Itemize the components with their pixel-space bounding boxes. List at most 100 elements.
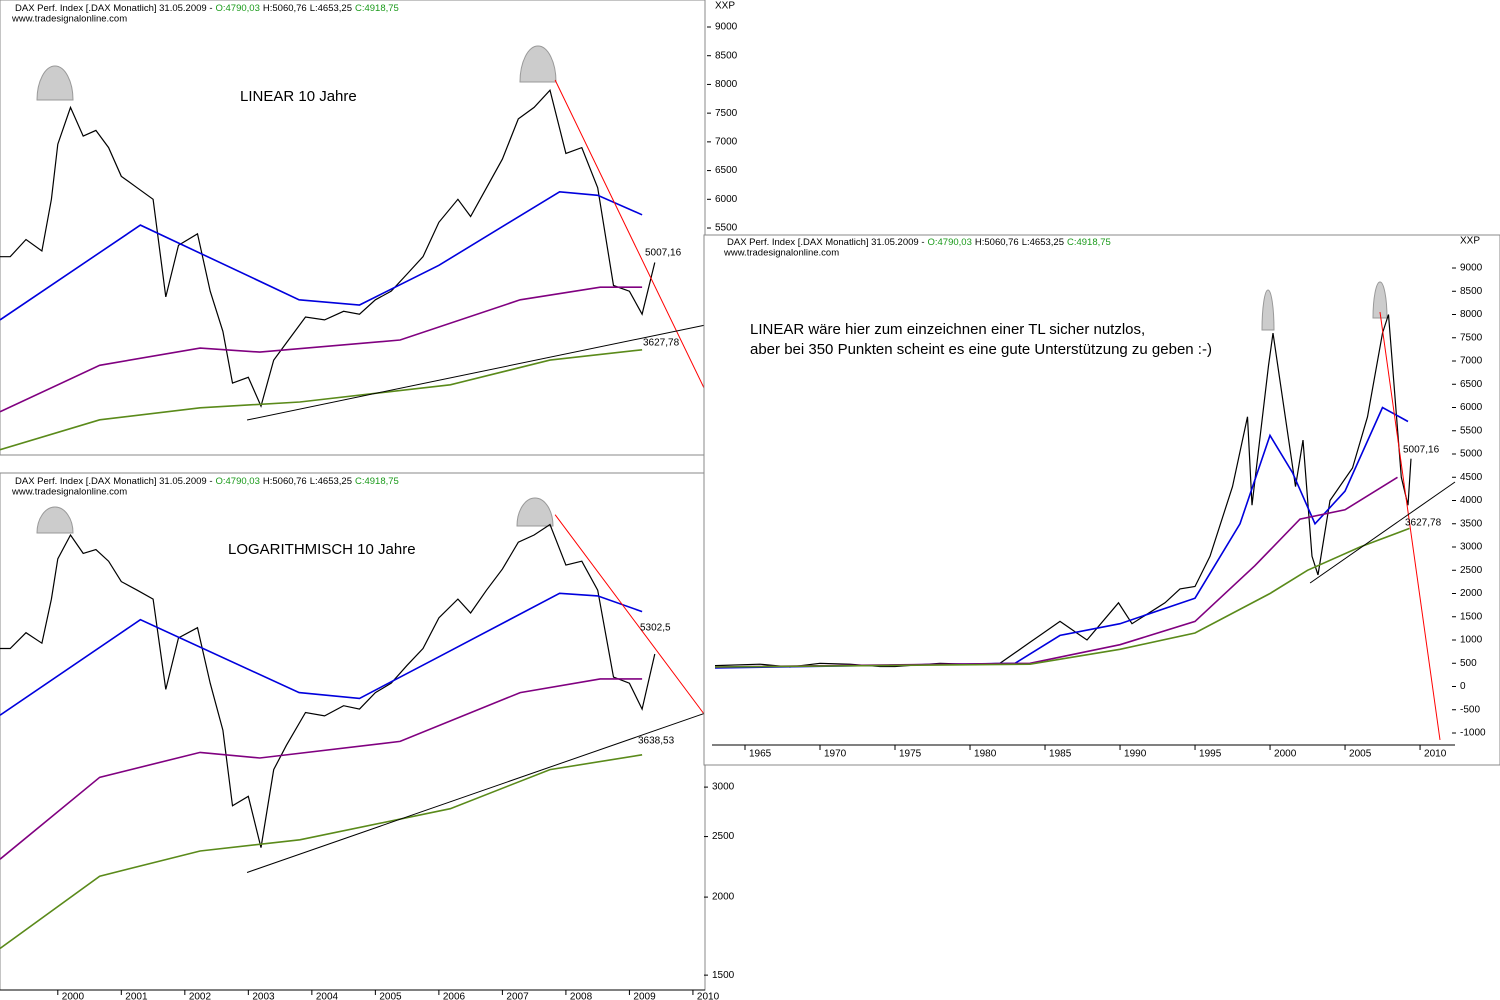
panel: [0, 0, 706, 456]
y-tick-label: 2500: [1460, 565, 1483, 576]
y-tick-label: 5000: [1460, 449, 1483, 460]
trend-line: [1379, 311, 1441, 741]
price-line: [714, 314, 1412, 668]
y-tick-label: 5500: [1460, 425, 1483, 436]
y-tick-label: 8500: [1460, 286, 1483, 297]
x-tick-label: 2007: [506, 992, 529, 1000]
x-tick-label: 2010: [1424, 749, 1447, 760]
trend-label: 3627,78: [643, 338, 680, 349]
price-line: [0, 286, 643, 413]
header-close: C:4918,75: [355, 3, 399, 14]
peak-markers: [36, 45, 557, 534]
panel: [703, 234, 1500, 766]
peak-marker: [516, 497, 554, 527]
y-tick-label: 1500: [712, 970, 735, 981]
y-tick-label: 1500: [1460, 611, 1483, 622]
price-line: [0, 88, 656, 408]
source: www.tradesignalonline.com: [11, 14, 127, 25]
header-open: O:4790,03: [216, 3, 260, 14]
y-tick-label: 6500: [715, 165, 738, 176]
y-axis-label: XXP: [1460, 236, 1480, 247]
peak-marker: [519, 45, 557, 83]
header-low: L:4653,25: [310, 3, 352, 14]
price-line: [0, 754, 643, 950]
y-tick-label: 8000: [715, 79, 738, 90]
price-line: [714, 527, 1410, 668]
trend-label: 5007,16: [1403, 445, 1440, 456]
peak-marker: [36, 506, 74, 534]
y-tick-label: -1000: [1460, 728, 1486, 739]
peak-marker: [36, 65, 74, 101]
y-tick-label: 6000: [1460, 402, 1483, 413]
y-tick-label: 3000: [1460, 542, 1483, 553]
x-tick-label: 1995: [1199, 749, 1222, 760]
x-tick-label: 1990: [1124, 749, 1147, 760]
y-tick-label: 3500: [1460, 518, 1483, 529]
source: www.tradesignalonline.com: [11, 487, 127, 498]
annotation: LOGARITHMISCH 10 Jahre: [228, 541, 416, 558]
y-tick-label: 8000: [1460, 309, 1483, 320]
x-tick-label: 2009: [633, 992, 656, 1000]
price-line: [714, 476, 1398, 668]
x-tick-label: 1975: [899, 749, 922, 760]
y-tick-label: 7000: [715, 137, 738, 148]
y-tick-label: 2000: [1460, 588, 1483, 599]
y-tick-label: 6500: [1460, 379, 1483, 390]
peak-marker: [1372, 281, 1388, 319]
x-tick-label: 2003: [252, 992, 275, 1000]
y-tick-label: 4000: [1460, 495, 1483, 506]
header-open: O:4790,03: [216, 476, 260, 487]
y-tick-label: 2000: [712, 892, 735, 903]
peak-marker: [1261, 289, 1275, 331]
header-close: C:4918,75: [1067, 237, 1111, 248]
panel: [0, 472, 706, 991]
y-tick-label: 500: [1460, 658, 1477, 669]
y-axis-label: XXP: [715, 1, 735, 12]
y-tick-label: 4500: [1460, 472, 1483, 483]
y-tick-label: 2500: [712, 831, 735, 842]
y-tick-label: 6000: [715, 194, 738, 205]
annotation: aber bei 350 Punkten scheint es eine gut…: [750, 341, 1212, 358]
header-name: DAX Perf. Index [.DAX Monatlich] 31.05.2…: [15, 476, 213, 487]
x-tick-label: 1980: [974, 749, 997, 760]
trend-label: 5007,16: [645, 248, 682, 259]
x-tick-label: 2004: [316, 992, 339, 1000]
price-line: [0, 349, 643, 451]
x-tick-label: 1985: [1049, 749, 1072, 760]
y-tick-label: 0: [1460, 681, 1466, 692]
chart-header: DAX Perf. Index [.DAX Monatlich] 31.05.2…: [727, 237, 1111, 248]
y-tick-label: 9000: [715, 22, 738, 33]
x-tick-label: 2005: [1349, 749, 1372, 760]
trend-line: [554, 514, 706, 716]
header-low: L:4653,25: [310, 476, 352, 487]
header-name: DAX Perf. Index [.DAX Monatlich] 31.05.2…: [727, 237, 925, 248]
annotation: LINEAR wäre hier zum einzeichnen einer T…: [750, 321, 1145, 338]
y-tick-label: 7500: [715, 108, 738, 119]
header-low: L:4653,25: [1022, 237, 1064, 248]
y-tick-label: 7500: [1460, 332, 1483, 343]
price-line: [0, 523, 656, 848]
y-tick-label: -500: [1460, 704, 1480, 715]
x-tick-label: 1965: [749, 749, 772, 760]
price-line: [714, 406, 1409, 669]
trend-line: [246, 324, 706, 421]
source: www.tradesignalonline.com: [723, 248, 839, 259]
x-tick-label: 2000: [1274, 749, 1297, 760]
price-line: [0, 592, 643, 716]
y-tick-label: 8500: [715, 50, 738, 61]
trend-line: [554, 79, 706, 391]
y-tick-label: 9000: [1460, 263, 1483, 274]
trend-label: 3638,53: [638, 736, 675, 747]
header-open: O:4790,03: [928, 237, 972, 248]
y-tick-label: 5500: [715, 223, 738, 234]
x-tick-label: 2002: [189, 992, 212, 1000]
x-tick-label: 2005: [379, 992, 402, 1000]
header-name: DAX Perf. Index [.DAX Monatlich] 31.05.2…: [15, 3, 213, 14]
header-high: H:5060,76: [263, 476, 307, 487]
price-line: [0, 190, 643, 321]
chart-header: DAX Perf. Index [.DAX Monatlich] 31.05.2…: [15, 3, 399, 14]
annotation: LINEAR 10 Jahre: [240, 88, 357, 105]
header-high: H:5060,76: [975, 237, 1019, 248]
